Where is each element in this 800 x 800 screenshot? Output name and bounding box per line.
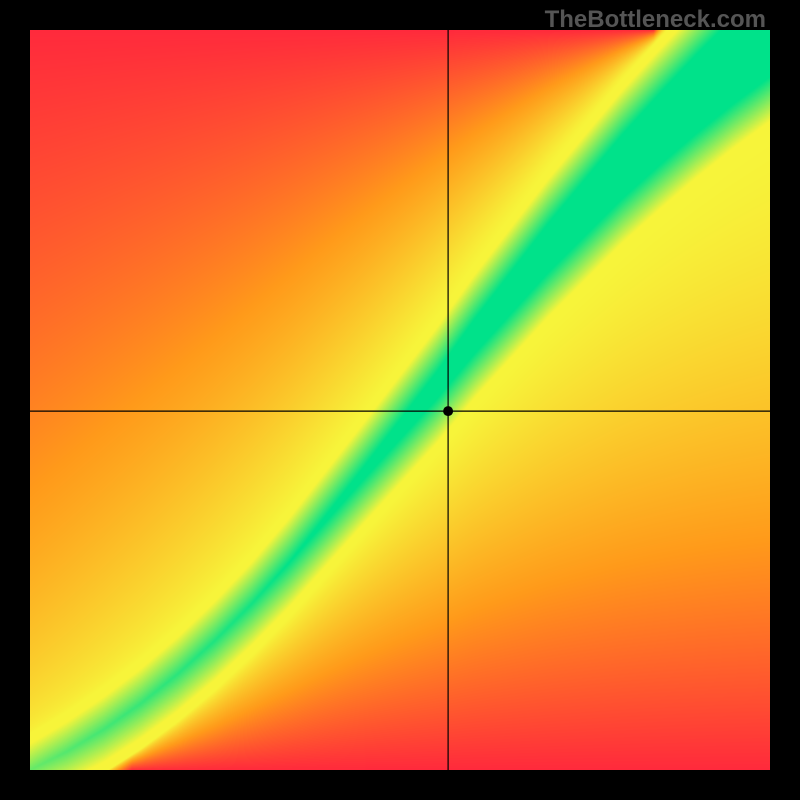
chart-container: TheBottleneck.com [0, 0, 800, 800]
heatmap-canvas [30, 30, 770, 770]
watermark-text: TheBottleneck.com [545, 6, 766, 34]
